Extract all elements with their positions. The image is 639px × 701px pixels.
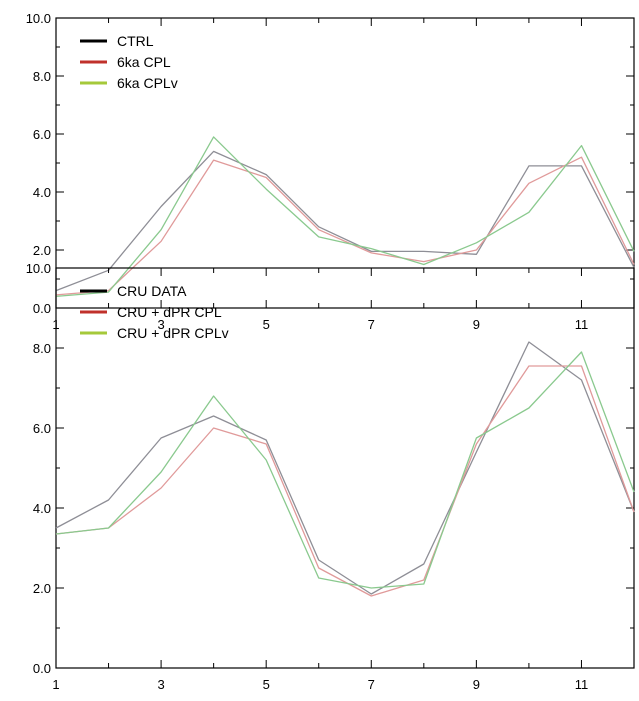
series-line-1 xyxy=(55,341,635,595)
x-tick-label: 5 xyxy=(263,317,270,332)
legend-label: CRU + dPR CPL xyxy=(117,304,222,320)
y-tick-label: 6.0 xyxy=(33,421,51,436)
y-tick-label: 4.0 xyxy=(33,501,51,516)
x-tick-label: 9 xyxy=(473,317,480,332)
x-tick-label: 3 xyxy=(157,677,164,692)
y-tick-label: 8.0 xyxy=(33,69,51,84)
y-tick-label: 0.0 xyxy=(33,301,51,316)
y-tick-label: 10.0 xyxy=(26,11,51,26)
x-tick-label: 11 xyxy=(575,317,589,332)
y-tick-label: 0.0 xyxy=(33,661,51,676)
series-line-3 xyxy=(55,136,635,298)
x-tick-label: 11 xyxy=(575,677,589,692)
y-tick-label: 10.0 xyxy=(26,261,51,276)
x-tick-label: 7 xyxy=(368,677,375,692)
legend-label: CRU DATA xyxy=(117,283,187,299)
legend-label: CTRL xyxy=(117,33,154,49)
y-tick-label: 2.0 xyxy=(33,581,51,596)
x-tick-label: 3 xyxy=(157,317,164,332)
y-tick-label: 6.0 xyxy=(33,127,51,142)
y-tick-label: 2.0 xyxy=(33,243,51,258)
series-line-2 xyxy=(55,365,635,597)
x-tick-label: 9 xyxy=(473,677,480,692)
y-tick-label: 4.0 xyxy=(33,185,51,200)
series-line-2 xyxy=(55,156,635,296)
y-tick-label: 8.0 xyxy=(33,341,51,356)
x-tick-label: 7 xyxy=(368,317,375,332)
series-line-3 xyxy=(55,351,635,589)
x-tick-label: 5 xyxy=(263,677,270,692)
legend-label: 6ka CPLv xyxy=(117,75,178,91)
legend-label: 6ka CPL xyxy=(117,54,171,70)
bottom-chart: 0.0 2.0 4.0 6.0 8.0 10.0 1 3 5 7 9 11 CRU DATA CRU + … xyxy=(26,261,635,692)
legend-label: CRU + dPR CPLv xyxy=(117,325,229,341)
x-tick-label: 1 xyxy=(52,677,59,692)
series-line-1 xyxy=(55,150,635,292)
